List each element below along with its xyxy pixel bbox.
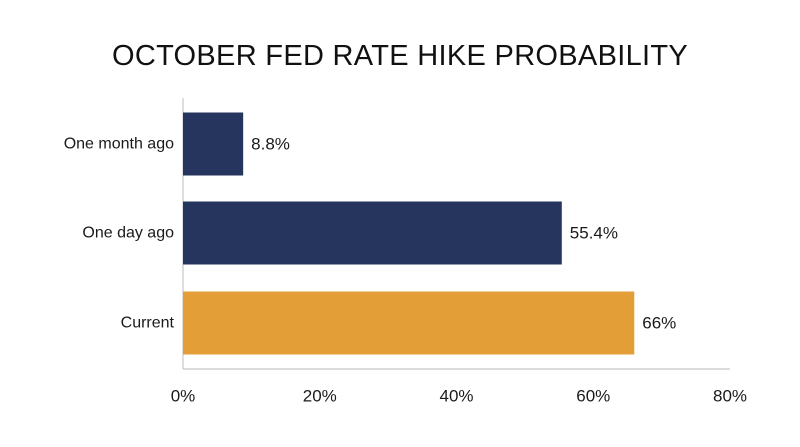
data-label: 55.4%	[570, 224, 618, 243]
category-label: Current	[121, 315, 175, 332]
x-tick-label: 40%	[439, 387, 473, 406]
bars-group: One month ago 8.8% One day ago 55.4% Current…	[64, 112, 676, 355]
x-tick-label: 80%	[713, 387, 747, 406]
category-label: One month ago	[64, 136, 174, 153]
bar	[183, 112, 244, 176]
x-tick-label: 0%	[171, 387, 196, 406]
x-ticks-group: 0% 20% 40% 60% 80%	[171, 387, 747, 406]
bar	[183, 201, 562, 265]
data-label: 66%	[642, 314, 676, 333]
category-label: One day ago	[82, 225, 174, 242]
x-tick-label: 60%	[576, 387, 610, 406]
x-tick-label: 20%	[303, 387, 337, 406]
data-label: 8.8%	[251, 135, 290, 154]
bar	[183, 291, 635, 355]
chart-title: OCTOBER FED RATE HIKE PROBABILITY	[111, 40, 689, 72]
